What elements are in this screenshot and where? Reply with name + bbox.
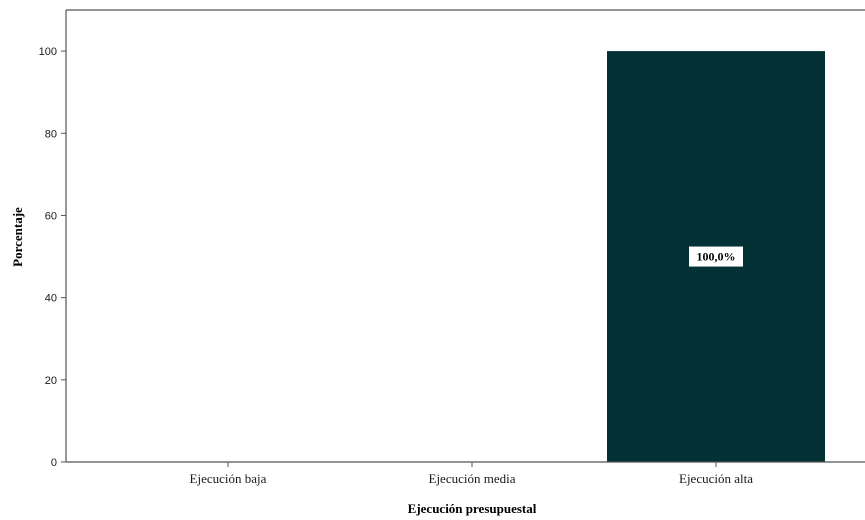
x-axis-ticks: Ejecución baja Ejecución media Ejecución a… (190, 462, 753, 486)
y-tick-label: 0 (51, 457, 57, 469)
y-tick-label: 60 (45, 210, 57, 222)
y-tick-label: 40 (45, 293, 57, 305)
x-tick-label: Ejecución alta (679, 471, 753, 486)
y-axis-title: Porcentaje (10, 207, 25, 267)
x-tick-label: Ejecución media (429, 471, 516, 486)
x-axis-title: Ejecución presupuestal (408, 501, 537, 516)
data-label: 100,0% (697, 250, 736, 264)
x-tick-label: Ejecución baja (190, 471, 267, 486)
y-tick-label: 20 (45, 375, 57, 387)
y-tick-label: 80 (45, 128, 57, 140)
data-labels-group: 100,0% (689, 246, 743, 267)
y-tick-label: 100 (39, 46, 57, 58)
y-axis-ticks: 0 20 40 60 80 100 (39, 46, 66, 469)
data-label-box (689, 246, 743, 267)
